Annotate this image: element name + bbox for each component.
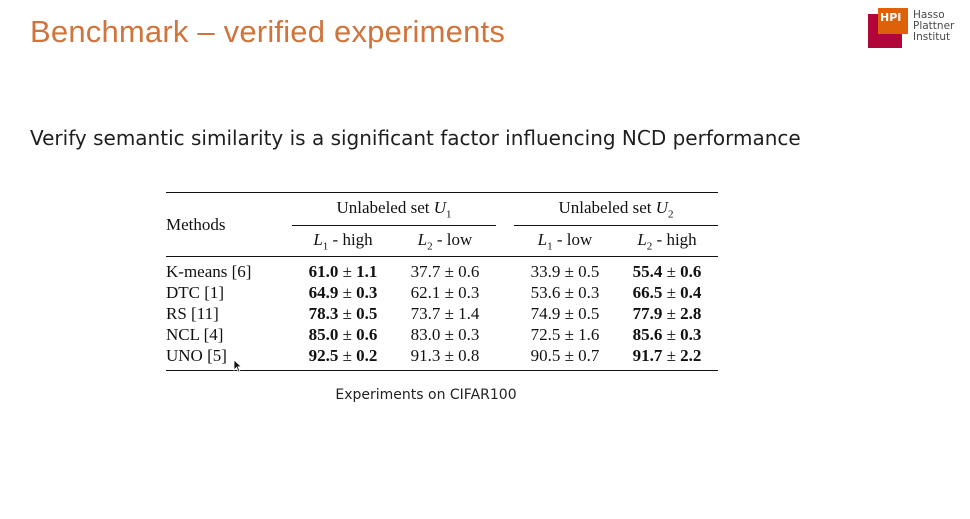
slide-title: Benchmark – verified experiments — [30, 14, 506, 49]
table-caption: Experiments on CIFAR100 — [335, 387, 517, 403]
col-header-4: L2 - high — [637, 229, 697, 253]
col-header-2: L2 - low — [417, 229, 473, 253]
logo-wordmark: Hasso Plattner Institut — [913, 10, 954, 43]
result-cell: 33.9 ± 0.5 — [530, 262, 600, 281]
result-cell: 37.7 ± 0.6 — [410, 262, 480, 281]
method-name: NCL [4] — [166, 325, 224, 344]
table-row: RS [11] 78.3 ± 0.5 73.7 ± 1.4 74.9 ± 0.5 77.… — [166, 303, 718, 324]
group-u2-label: Unlabeled set — [558, 197, 652, 217]
table-header-row-2: L1 - high L2 - low L1 - low L2 - high — [166, 226, 718, 257]
table-row: DTC [1] 64.9 ± 0.3 62.1 ± 0.3 53.6 ± 0.3 66.… — [166, 282, 718, 303]
group-u1-var: U — [433, 197, 447, 217]
result-cell: 78.3 ± 0.5 — [308, 304, 378, 323]
logo-line-2: Plattner — [913, 20, 955, 32]
group-header-u2: Unlabeled set U2 — [514, 192, 718, 226]
logo-square-front — [878, 8, 908, 34]
logo-line-3: Institut — [913, 31, 951, 43]
results-table-wrapper: Methods Unlabeled set U1 Unlabeled set U… — [166, 192, 718, 371]
result-cell: 91.3 ± 0.8 — [410, 346, 480, 365]
hpi-logo: HPI Hasso Plattner Institut — [868, 8, 964, 48]
result-cell: 74.9 ± 0.5 — [530, 304, 600, 323]
group-u2-sub: 2 — [668, 208, 674, 221]
group-u1-sub: 1 — [446, 208, 452, 221]
result-cell: 92.5 ± 0.2 — [308, 346, 378, 365]
result-cell: 91.7 ± 2.2 — [632, 346, 702, 365]
group-u2-var: U — [655, 197, 669, 217]
group-header-u1: Unlabeled set U1 — [292, 192, 496, 226]
method-name: K-means [6] — [166, 262, 252, 281]
result-cell: 77.9 ± 2.8 — [632, 304, 702, 323]
result-cell: 55.4 ± 0.6 — [632, 262, 702, 281]
group-u1-label: Unlabeled set — [336, 197, 430, 217]
result-cell: 64.9 ± 0.3 — [308, 283, 378, 302]
method-name: RS [11] — [166, 304, 219, 323]
result-cell: 90.5 ± 0.7 — [530, 346, 600, 365]
table-body: K-means [6] 61.0 ± 1.1 37.7 ± 0.6 33.9 ± 0.… — [166, 256, 718, 371]
results-table: Methods Unlabeled set U1 Unlabeled set U… — [166, 192, 718, 371]
logo-mark: HPI — [880, 11, 902, 24]
result-cell: 62.1 ± 0.3 — [410, 283, 480, 302]
result-cell: 53.6 ± 0.3 — [530, 283, 600, 302]
col-header-1: L1 - high — [313, 229, 373, 253]
result-cell: 72.5 ± 1.6 — [530, 325, 600, 344]
col-header-3: L1 - low — [537, 229, 593, 253]
result-cell: 66.5 ± 0.4 — [632, 283, 702, 302]
method-name: UNO [5] — [166, 346, 227, 365]
methods-header: Methods — [166, 214, 226, 234]
result-cell: 83.0 ± 0.3 — [410, 325, 480, 344]
table-row: UNO [5] 92.5 ± 0.2 91.3 ± 0.8 90.5 ± 0.7 91.… — [166, 345, 718, 371]
slide-subtitle: Verify semantic similarity is a signific… — [30, 126, 801, 150]
result-cell: 61.0 ± 1.1 — [308, 262, 378, 281]
table-row: K-means [6] 61.0 ± 1.1 37.7 ± 0.6 33.9 ± 0.… — [166, 256, 718, 283]
table-header-row-1: Methods Unlabeled set U1 Unlabeled set U… — [166, 192, 718, 234]
result-cell: 85.6 ± 0.3 — [632, 325, 702, 344]
table-row: NCL [4] 85.0 ± 0.6 83.0 ± 0.3 72.5 ± 1.6 85.… — [166, 324, 718, 345]
method-name: DTC [1] — [166, 283, 225, 302]
result-cell: 85.0 ± 0.6 — [308, 325, 378, 344]
logo-line-1: Hasso — [913, 9, 945, 21]
result-cell: 73.7 ± 1.4 — [410, 304, 480, 323]
mouse-cursor-icon — [233, 359, 243, 373]
